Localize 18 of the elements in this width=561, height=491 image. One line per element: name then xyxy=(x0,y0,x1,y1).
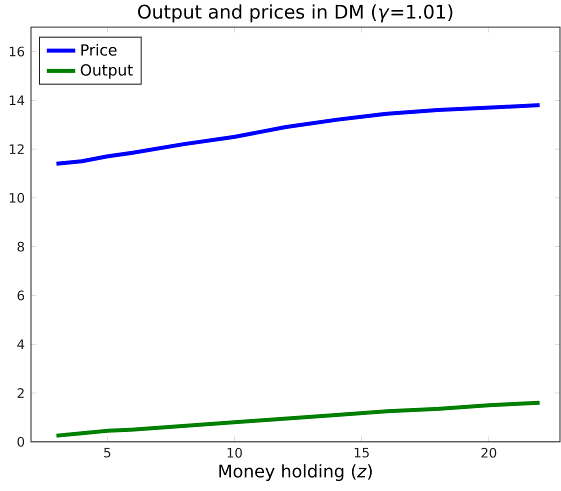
x-tick-label: 15 xyxy=(354,448,369,458)
y-tick-label: 10 xyxy=(10,192,24,203)
line-series xyxy=(54,103,542,166)
x-tick-label: 10 xyxy=(228,448,242,458)
y-tick-label: 12 xyxy=(10,144,24,154)
chart-title: Output and prices in DM (γ=1.01) xyxy=(138,4,452,22)
y-tick-label: 8 xyxy=(18,242,24,252)
x-axis-title: Money holding (z) xyxy=(219,464,372,481)
y-tick-label: 6 xyxy=(18,290,24,300)
y-tick-label: 0 xyxy=(18,436,24,447)
y-tick-label: 4 xyxy=(17,339,24,349)
x-tick-label: 5 xyxy=(104,448,110,458)
legend-label: Price xyxy=(81,44,117,56)
x-tick-label: 20 xyxy=(481,448,496,458)
y-tick-label: 16 xyxy=(10,46,24,56)
legend-label: Output xyxy=(80,64,133,79)
y-tick-label: 14 xyxy=(10,96,24,106)
y-tick-label: 2 xyxy=(18,388,24,398)
